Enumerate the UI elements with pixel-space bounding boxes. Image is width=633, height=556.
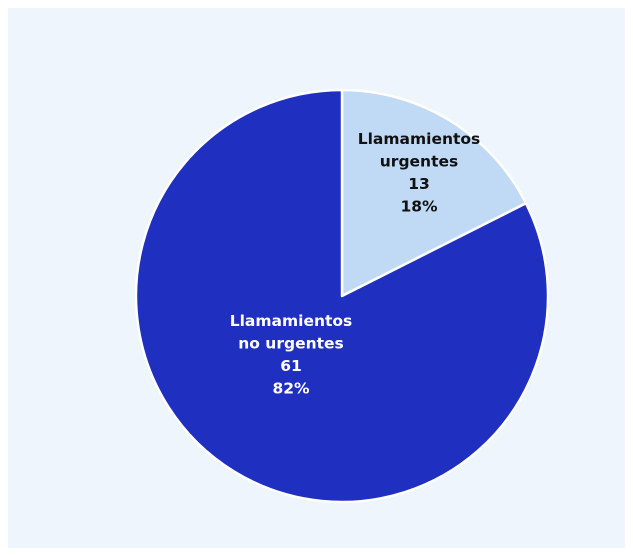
pie-slice-2-slice-value-label: 61: [280, 357, 302, 375]
pie-slices: [134, 88, 550, 504]
pie-slice-2: [134, 88, 550, 504]
pie-slice-1-slice-percent-label: 18%: [400, 198, 438, 216]
pie-slice-2-slice-label-line-1: Llamamientos: [230, 312, 353, 330]
pie-slice-2-slice-label-line-2: no urgentes: [238, 335, 344, 353]
pie-slice-2-slice-percent-label: 82%: [272, 380, 310, 398]
pie-slice-1-slice-label-line-1: Llamamientos: [358, 130, 481, 148]
pie-slice-1-slice-value-label: 13: [408, 175, 430, 193]
pie-slice-1: [340, 88, 528, 298]
pie-labels: Llamamientos urgentes 13 18% Llamamientos no …: [230, 130, 481, 398]
pie-slice-1-slice-label-line-2: urgentes: [380, 153, 458, 171]
